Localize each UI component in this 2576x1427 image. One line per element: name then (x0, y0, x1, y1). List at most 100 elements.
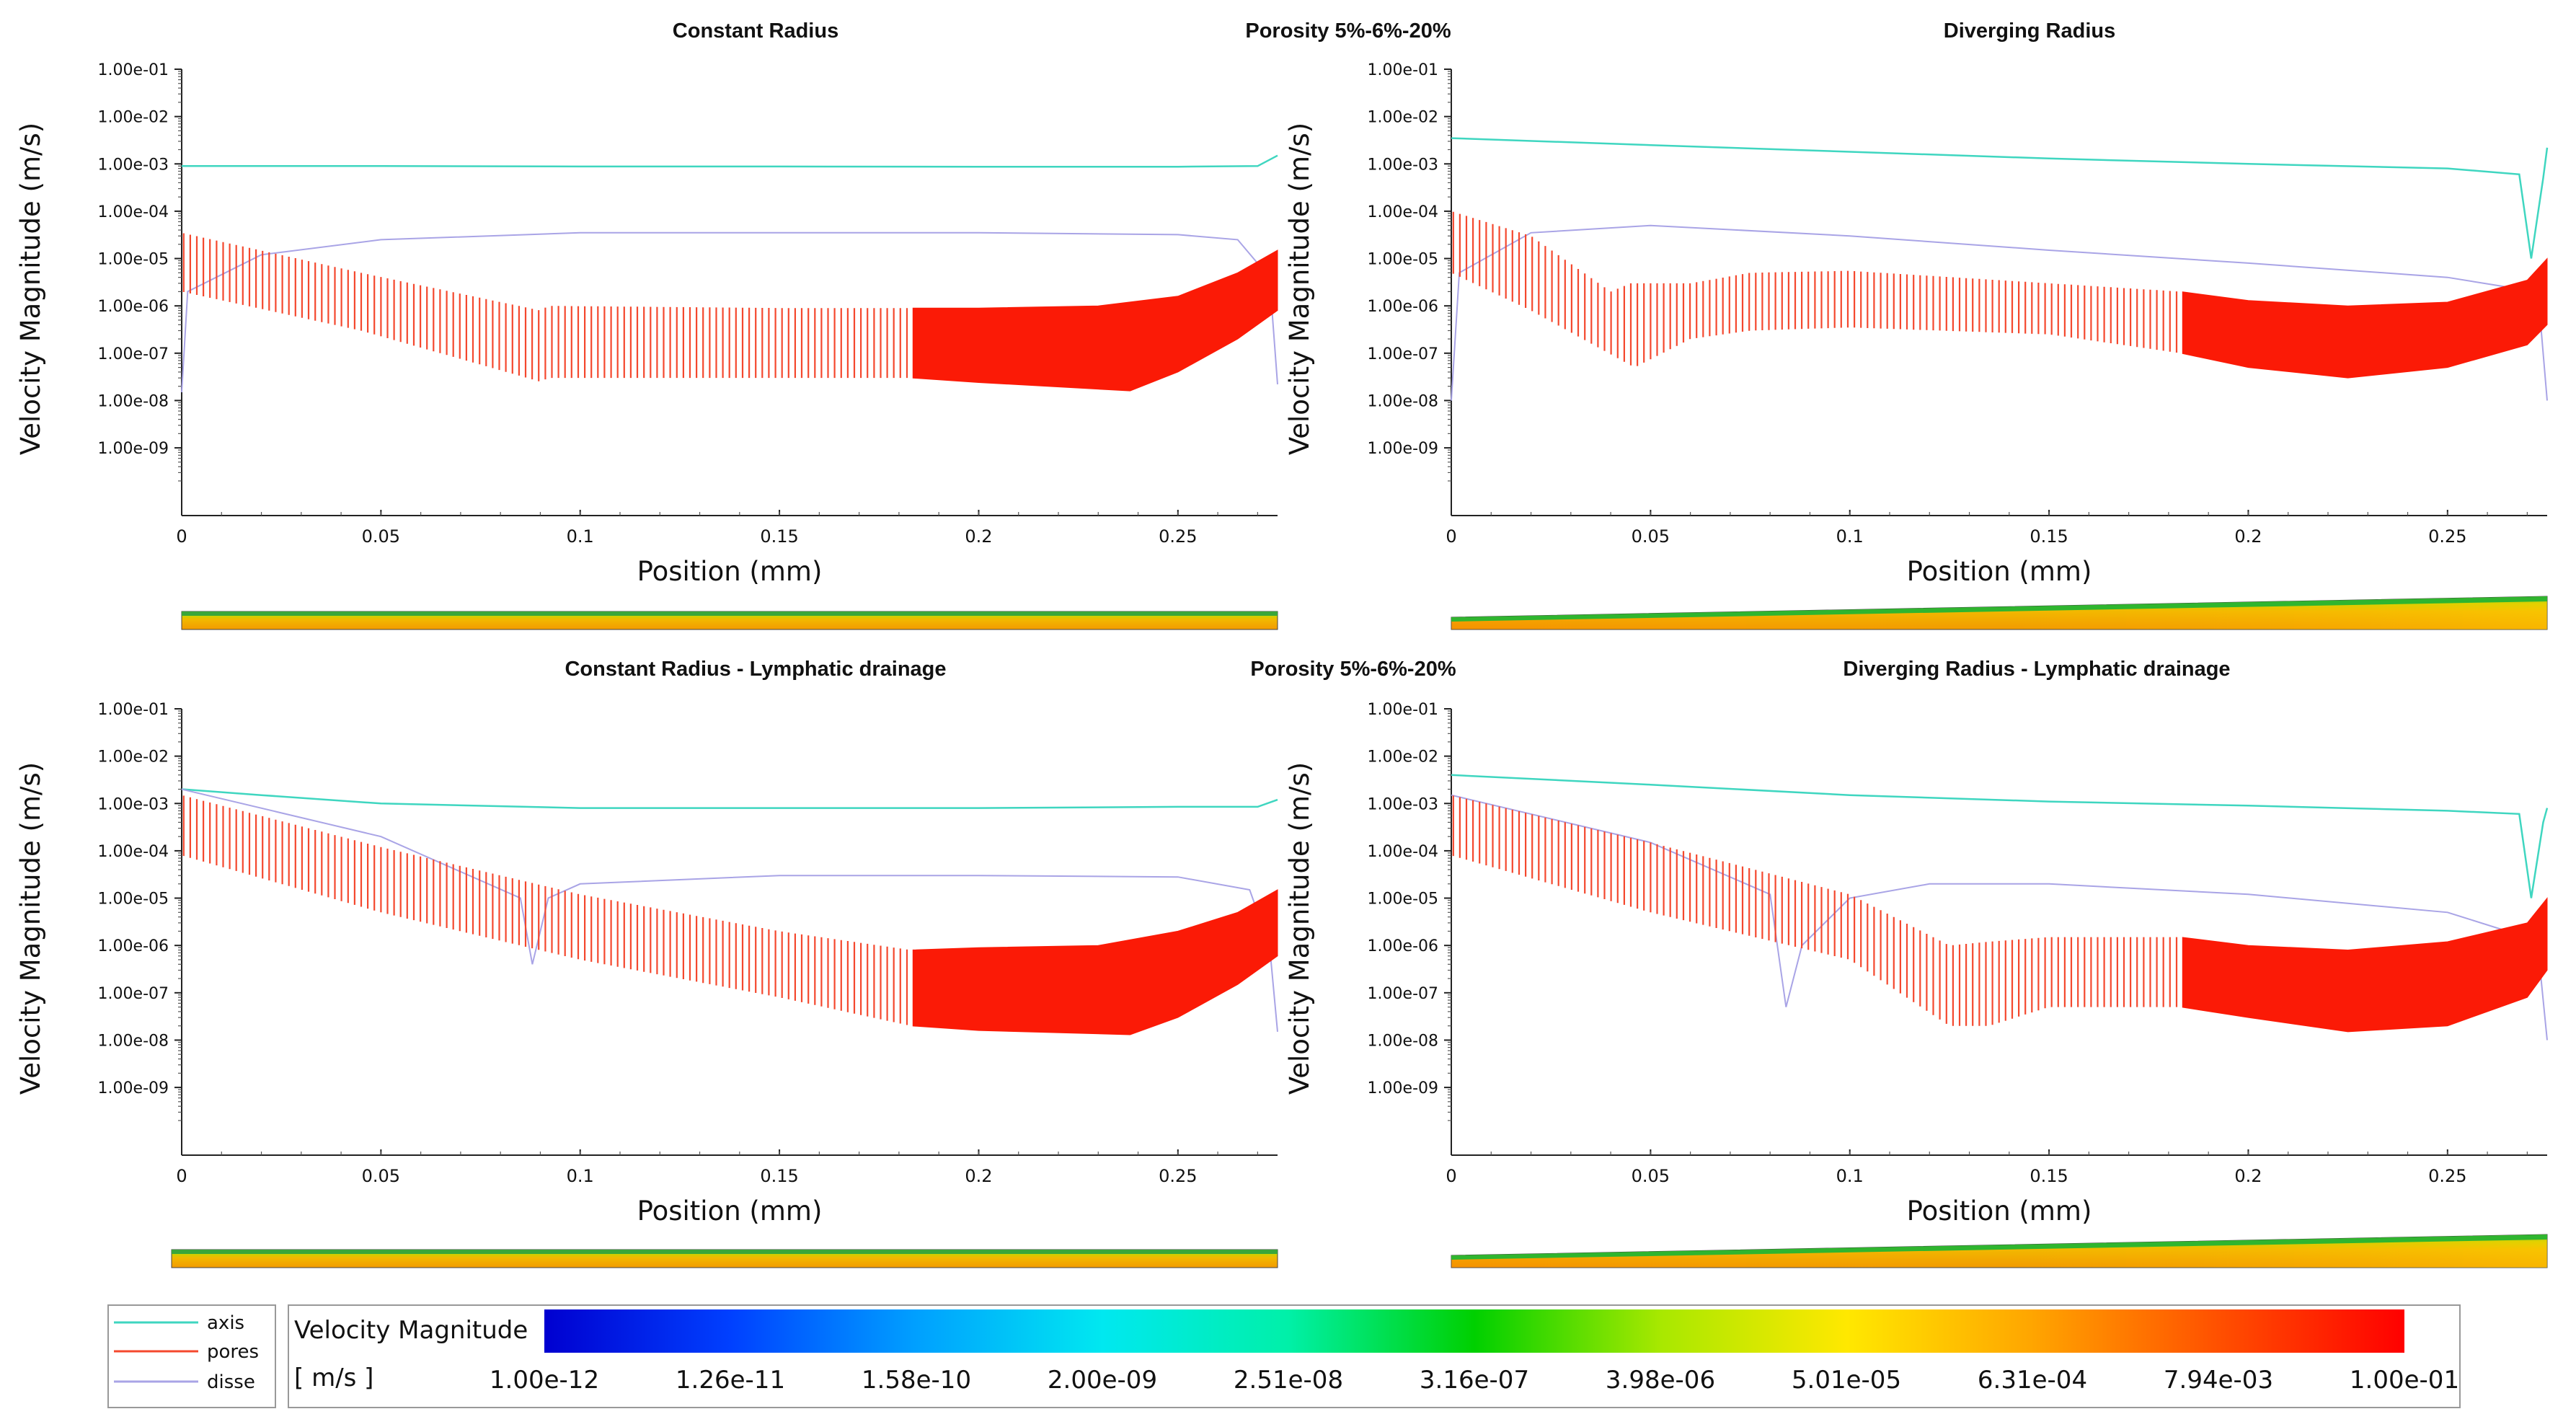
x-tick-label: 0.2 (2234, 1166, 2262, 1186)
y-tick-label: 1.00e-05 (98, 891, 169, 909)
series-axis-line (1451, 774, 2549, 898)
pores-solid-band (2182, 897, 2548, 1033)
y-tick-label: 1.00e-09 (1368, 1079, 1438, 1097)
series-pores (182, 795, 1278, 1035)
pores-solid-band (912, 249, 1278, 392)
y-tick-label: 1.00e-03 (1368, 795, 1438, 813)
series-disse-line (181, 788, 1278, 1032)
colorbar-ticks: 1.00e-12 1.26e-11 1.58e-10 2.00e-09 2.51e-08… (490, 1366, 2459, 1395)
y-tick-label: 1.00e-05 (98, 251, 169, 269)
x-axis-label: Position (mm) (1907, 556, 2092, 587)
contour-strip-edge (1451, 1234, 2547, 1260)
chart-panel: Diverging Radius - Lymphatic drainage 1.0… (1284, 658, 2549, 1268)
x-tick-label: 0.2 (965, 1166, 992, 1186)
series-legend: axis pores disse (107, 1304, 276, 1408)
x-tick-label: 0.15 (2030, 526, 2068, 547)
legend-pores-label: pores (207, 1341, 259, 1363)
colorbar-tick-label: 7.94e-03 (2164, 1366, 2273, 1395)
series-pores (1452, 211, 2548, 379)
y-tick-label: 1.00e-02 (1368, 109, 1438, 127)
y-tick-label: 1.00e-04 (98, 203, 169, 221)
colorbar-tick-label: 1.00e-01 (2350, 1366, 2459, 1395)
chart-title: Constant Radius (673, 19, 838, 43)
series-axis-line (1451, 137, 2549, 259)
x-tick-label: 0 (1446, 1166, 1456, 1186)
x-tick-label: 0.05 (362, 1166, 400, 1186)
legend-axis-label: axis (207, 1312, 244, 1334)
y-tick-label: 1.00e-01 (98, 61, 169, 79)
porosity-label-top: Porosity 5%-6%-20% (1245, 19, 1451, 43)
x-axis-label: Position (mm) (637, 1196, 823, 1227)
velocity-contour-strip (1451, 596, 2548, 630)
x-tick-label: 0.25 (1159, 526, 1197, 547)
x-axis-label: Position (mm) (1907, 1196, 2092, 1227)
contour-strip-edge (1451, 596, 2547, 622)
series-pores (1452, 795, 2548, 1033)
x-tick-label: 0.1 (1836, 526, 1864, 547)
y-tick-label: 1.00e-05 (1368, 891, 1438, 909)
y-tick-label: 1.00e-04 (1368, 203, 1438, 221)
y-tick-label: 1.00e-03 (1368, 156, 1438, 174)
y-tick-label: 1.00e-02 (98, 109, 169, 127)
chart-panel: Constant Radius - Lymphatic drainage 1.00… (15, 658, 1278, 1268)
colorbar: Velocity Magnitude [ m/s ] 1.00e-12 1.26e… (288, 1304, 2461, 1408)
colorbar-tick-label: 6.31e-04 (1978, 1366, 2087, 1395)
y-tick-label: 1.00e-03 (98, 795, 169, 813)
x-tick-label: 0 (176, 1166, 187, 1186)
y-axis-label: Velocity Magnitude (m/s) (15, 762, 46, 1095)
y-tick-label: 1.00e-01 (1368, 701, 1438, 719)
y-tick-label: 1.00e-03 (98, 156, 169, 174)
colorbar-gradient (544, 1309, 2404, 1353)
y-tick-label: 1.00e-08 (98, 1032, 169, 1050)
y-tick-label: 1.00e-05 (1368, 251, 1438, 269)
y-tick-label: 1.00e-09 (98, 440, 169, 458)
x-tick-label: 0.05 (1632, 526, 1670, 547)
series-pores (182, 233, 1278, 392)
x-tick-label: 0.1 (1836, 1166, 1864, 1186)
colorbar-unit: [ m/s ] (294, 1364, 373, 1392)
y-tick-label: 1.00e-01 (98, 701, 169, 719)
colorbar-tick-label: 3.16e-07 (1420, 1366, 1529, 1395)
colorbar-tick-label: 5.01e-05 (1792, 1366, 1901, 1395)
y-tick-label: 1.00e-07 (98, 345, 169, 363)
velocity-contour-strip (1451, 1234, 2548, 1268)
y-tick-label: 1.00e-07 (1368, 985, 1438, 1003)
legend-disse-label: disse (207, 1371, 255, 1393)
chart-title: Diverging Radius (1944, 19, 2116, 43)
x-tick-label: 0.25 (1159, 1166, 1197, 1186)
y-tick-label: 1.00e-09 (98, 1079, 169, 1097)
chart-title: Diverging Radius - Lymphatic drainage (1843, 658, 2230, 681)
x-tick-label: 0.1 (567, 1166, 594, 1186)
x-tick-label: 0.2 (2234, 526, 2262, 547)
y-tick-label: 1.00e-07 (1368, 345, 1438, 363)
chart-panel: Constant Radius 1.00e-01 1.00e-02 1.00e-03 1… (15, 19, 1278, 630)
x-tick-label: 0.05 (1632, 1166, 1670, 1186)
y-tick-label: 1.00e-02 (98, 748, 169, 766)
colorbar-tick-label: 1.26e-11 (676, 1366, 785, 1395)
y-tick-label: 1.00e-08 (98, 392, 169, 410)
colorbar-tick-label: 1.58e-10 (862, 1366, 971, 1395)
y-tick-label: 1.00e-01 (1368, 61, 1438, 79)
velocity-contour-strip (181, 611, 1278, 630)
x-tick-label: 0 (176, 526, 187, 547)
x-axis-label: Position (mm) (637, 556, 823, 587)
y-tick-label: 1.00e-04 (1368, 843, 1438, 861)
colorbar-title: Velocity Magnitude (294, 1316, 528, 1345)
y-tick-label: 1.00e-06 (1368, 298, 1438, 316)
x-tick-label: 0.15 (760, 526, 798, 547)
y-tick-label: 1.00e-02 (1368, 748, 1438, 766)
pores-solid-band (2182, 257, 2548, 379)
colorbar-tick-label: 2.51e-08 (1234, 1366, 1343, 1395)
x-tick-label: 0 (1446, 526, 1456, 547)
y-axis-label: Velocity Magnitude (m/s) (1284, 123, 1315, 455)
y-tick-label: 1.00e-08 (1368, 392, 1438, 410)
y-tick-label: 1.00e-08 (1368, 1032, 1438, 1050)
x-tick-label: 0.2 (965, 526, 992, 547)
y-tick-label: 1.00e-06 (1368, 937, 1438, 955)
series-axis-line (182, 154, 1278, 168)
porosity-label-bottom: Porosity 5%-6%-20% (1250, 658, 1456, 681)
velocity-contour-strip (171, 1249, 1278, 1268)
x-tick-label: 0.25 (2428, 526, 2466, 547)
x-tick-label: 0.25 (2428, 1166, 2466, 1186)
